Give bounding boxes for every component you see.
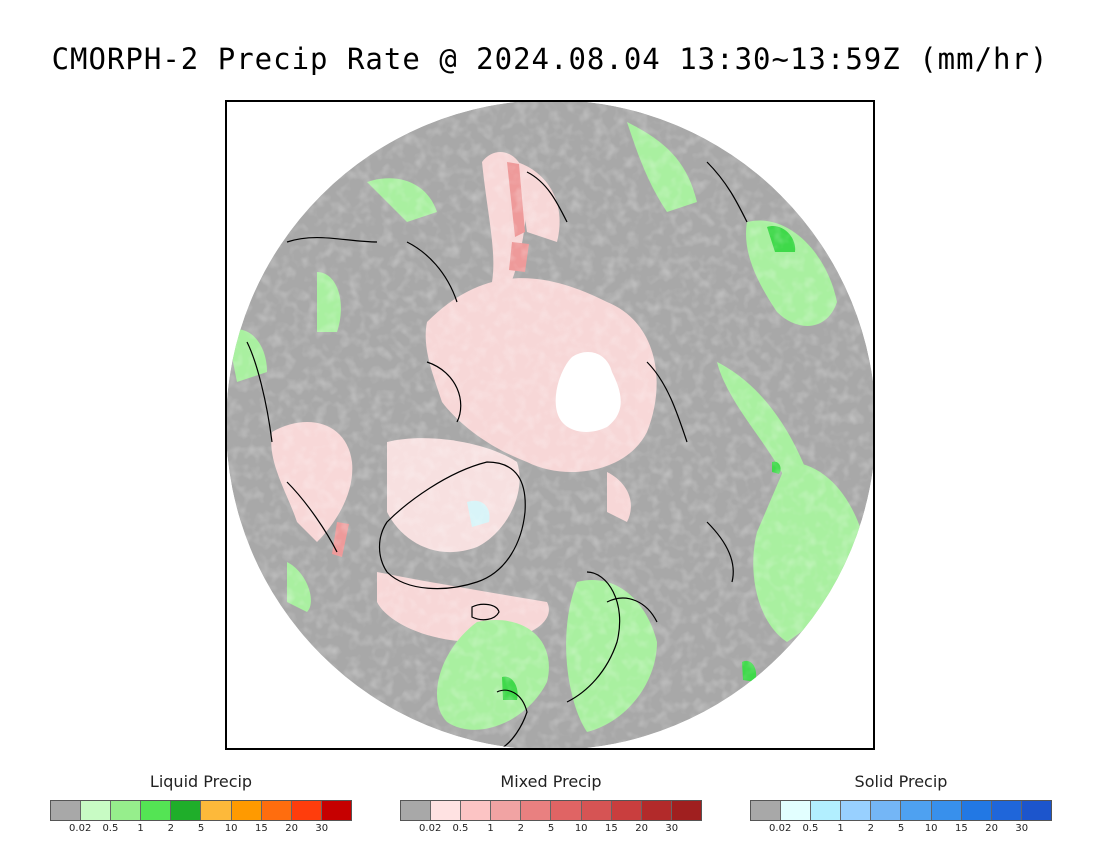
color-bar-solid — [750, 800, 1052, 821]
color-bar-liquid — [50, 800, 352, 821]
legend-tick-label: 10 — [924, 823, 938, 834]
legend-tick-label: 20 — [635, 823, 648, 834]
legend-tick-label: 1 — [487, 823, 494, 834]
legend-swatch — [81, 801, 112, 820]
map-title: CMORPH-2 Precip Rate @ 2024.08.04 13:30~… — [51, 42, 1049, 76]
legend-tick-label: 15 — [255, 823, 268, 834]
legend-tick-label: 0.5 — [452, 823, 469, 834]
legend-tick-label: 5 — [197, 823, 205, 834]
legend-swatch — [551, 801, 582, 820]
legend-swatch — [291, 801, 322, 820]
legend-tick-label: 2 — [167, 823, 174, 834]
legend-swatch — [201, 801, 232, 820]
legend-swatch — [871, 801, 902, 820]
legend-tick-label: 1 — [837, 823, 844, 834]
legend-swatch — [491, 801, 522, 820]
color-bar-mixed — [400, 800, 702, 821]
legend-tick-label: 20 — [285, 823, 298, 834]
legend-swatch — [321, 801, 351, 820]
tick-labels-mixed: 0.02 0.5 1 2 5 10 15 20 30 — [400, 823, 702, 837]
tick-labels-liquid: 0.02 0.5 1 2 5 10 15 20 30 — [50, 823, 352, 837]
legend-swatch — [641, 801, 672, 820]
tick-labels-solid: 0.02 0.5 1 2 5 10 15 20 30 — [750, 823, 1052, 837]
legend-swatch — [931, 801, 962, 820]
legend-tick-label: 15 — [605, 823, 618, 834]
legend-swatch — [111, 801, 142, 820]
legend-swatch — [401, 801, 432, 820]
legend-swatch — [431, 801, 462, 820]
legend-swatch — [581, 801, 612, 820]
precip-map — [225, 100, 875, 750]
legend-tick-label: 15 — [955, 823, 968, 834]
legend-tick-label: 0.02 — [769, 823, 792, 834]
legend-swatch — [751, 801, 782, 820]
coastlines — [246, 161, 748, 748]
legend-tick-label: 30 — [1015, 823, 1029, 834]
legend-swatch — [461, 801, 492, 820]
legend-title-mixed: Mixed Precip — [500, 772, 602, 791]
legend-tick-label: 20 — [985, 823, 998, 834]
legend-liquid: Liquid Precip 0.02 0.5 1 2 5 10 15 20 30 — [50, 772, 352, 837]
legend-tick-label: 10 — [224, 823, 238, 834]
legend-swatch — [961, 801, 992, 820]
legend-swatch — [991, 801, 1022, 820]
legend-tick-label: 1 — [137, 823, 144, 834]
legend-tick-label: 0.5 — [102, 823, 119, 834]
legend-tick-label: 5 — [897, 823, 905, 834]
legend-swatch — [231, 801, 262, 820]
legend-swatch — [901, 801, 932, 820]
legend-swatch — [171, 801, 202, 820]
legend-swatch — [1021, 801, 1051, 820]
legend-swatch — [671, 801, 701, 820]
legend-swatch — [521, 801, 552, 820]
legend-swatch — [841, 801, 872, 820]
legend-tick-label: 0.02 — [69, 823, 92, 834]
legend-swatch — [51, 801, 82, 820]
legend-swatch — [611, 801, 642, 820]
legend-swatch — [781, 801, 812, 820]
legend-solid: Solid Precip 0.02 0.5 1 2 5 10 15 20 30 — [750, 772, 1052, 837]
legend-tick-label: 30 — [315, 823, 329, 834]
legend-swatch — [261, 801, 292, 820]
legend-tick-label: 0.5 — [802, 823, 819, 834]
legend-tick-label: 0.02 — [419, 823, 442, 834]
legend-tick-label: 2 — [867, 823, 874, 834]
legend-tick-label: 30 — [665, 823, 679, 834]
legend-tick-label: 10 — [574, 823, 588, 834]
legend-swatch — [141, 801, 172, 820]
legend-swatch — [811, 801, 842, 820]
legend-mixed: Mixed Precip 0.02 0.5 1 2 5 10 15 20 30 — [400, 772, 702, 837]
legend-title-liquid: Liquid Precip — [149, 772, 253, 791]
legend-title-solid: Solid Precip — [854, 772, 948, 791]
legend-tick-label: 2 — [517, 823, 524, 834]
polar-map-canvas — [227, 102, 873, 748]
legend-tick-label: 5 — [547, 823, 555, 834]
